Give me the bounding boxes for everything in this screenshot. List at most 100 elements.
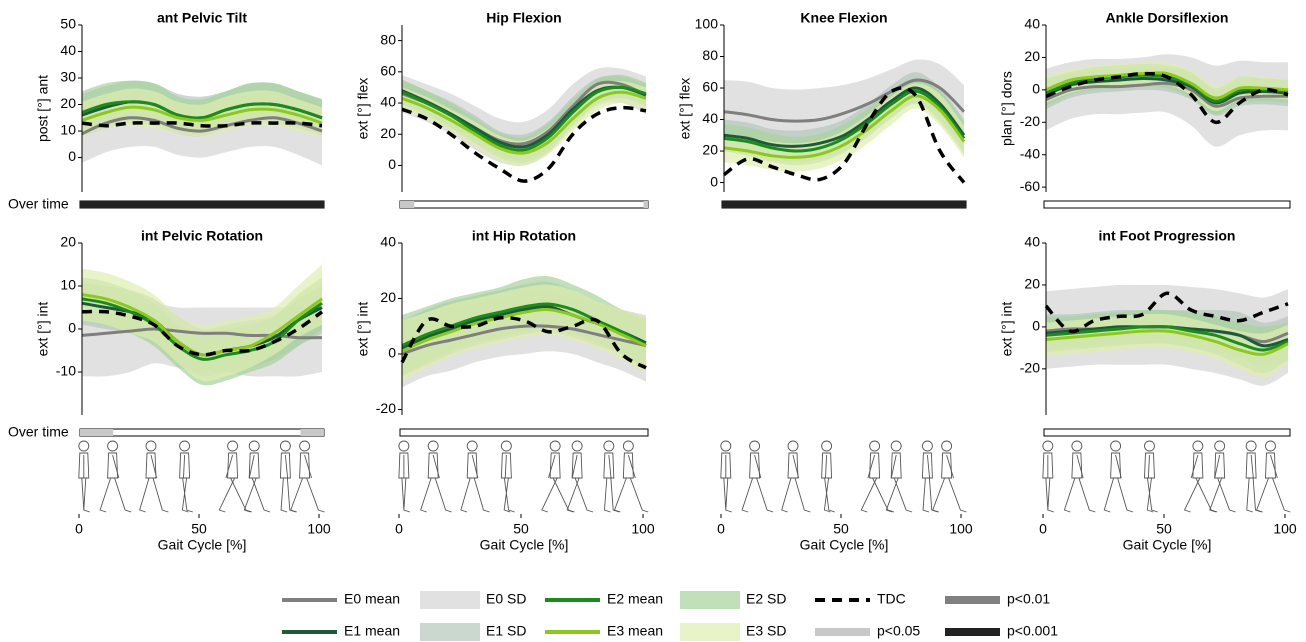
y-tick-label: 20 bbox=[60, 95, 76, 111]
legend: E0 meanE1 meanE2 meanE3 meanTDCE0 SDE1 S… bbox=[282, 591, 1058, 641]
figure-legs bbox=[604, 478, 619, 512]
y-axis-label: ext [°] flex bbox=[677, 78, 693, 140]
legend-label: E2 mean bbox=[607, 591, 663, 607]
y-tick-label: 0 bbox=[68, 320, 76, 336]
walking-figure bbox=[1210, 441, 1236, 512]
figure-head bbox=[1072, 441, 1082, 451]
figure-legs bbox=[1147, 478, 1157, 512]
figure-legs bbox=[182, 478, 192, 512]
legend-swatch bbox=[945, 596, 1000, 604]
legend-swatch bbox=[420, 623, 480, 641]
y-tick-label: 20 bbox=[380, 125, 396, 141]
significance-bar-frame bbox=[400, 201, 648, 208]
walking-figure bbox=[280, 441, 295, 512]
y-tick-label: 0 bbox=[1032, 318, 1040, 334]
y-tick-label: 40 bbox=[380, 94, 396, 110]
x-axis-label: Gait Cycle [%] bbox=[1123, 537, 1212, 553]
legend-label: E1 SD bbox=[486, 623, 526, 639]
x-tick-label: 0 bbox=[1039, 521, 1047, 537]
figure-legs bbox=[542, 478, 575, 512]
y-tick-label: -10 bbox=[56, 363, 76, 379]
walking-figure bbox=[244, 441, 270, 512]
significance-segment bbox=[300, 429, 324, 436]
figure-head bbox=[180, 441, 190, 451]
legend-label: E0 SD bbox=[486, 591, 526, 607]
figure-body bbox=[1072, 453, 1082, 478]
panel: int Hip Rotationext [°] int-2002040 bbox=[355, 228, 648, 436]
figure-head bbox=[1215, 441, 1225, 451]
figure-legs bbox=[82, 478, 90, 512]
y-axis-label: ext [°] int bbox=[999, 302, 1015, 357]
figure-arm bbox=[609, 455, 611, 478]
walking-figure bbox=[219, 441, 252, 512]
y-tick-label: 100 bbox=[695, 16, 719, 32]
figure-arm bbox=[1077, 455, 1083, 478]
y-tick-label: 40 bbox=[1024, 16, 1040, 32]
panel: int Pelvic Rotationext [°] int-1001020Ov… bbox=[8, 228, 324, 440]
figure-legs bbox=[782, 478, 811, 512]
y-axis-label: ext [°] int bbox=[35, 302, 51, 357]
walking-figure bbox=[886, 441, 912, 512]
x-axis-label: Gait Cycle [%] bbox=[480, 537, 569, 553]
significance-segment bbox=[400, 201, 414, 208]
walking-figure bbox=[782, 441, 811, 512]
figure-legs bbox=[1064, 478, 1095, 512]
y-tick-label: -20 bbox=[1020, 360, 1040, 376]
panel: ant Pelvic Tiltpost [°] ant01020304050Ov… bbox=[8, 10, 324, 212]
panel-title: Hip Flexion bbox=[486, 10, 561, 26]
legend-label: p<0.05 bbox=[877, 623, 920, 639]
figure-head bbox=[1111, 441, 1121, 451]
figure-legs bbox=[861, 478, 894, 512]
figure-legs bbox=[615, 478, 649, 512]
y-tick-label: 0 bbox=[388, 156, 396, 172]
legend-label: TDC bbox=[877, 591, 906, 607]
y-tick-label: 80 bbox=[380, 31, 396, 47]
figure-legs bbox=[244, 478, 270, 512]
walking-figure bbox=[567, 441, 593, 512]
figure-arm bbox=[755, 455, 761, 478]
y-axis-label: ext [°] int bbox=[355, 302, 371, 357]
legend-swatch bbox=[945, 628, 1000, 636]
figure-arm bbox=[285, 455, 287, 478]
legend-swatch bbox=[815, 628, 870, 636]
figure-arm bbox=[947, 455, 954, 478]
y-tick-label: 40 bbox=[702, 110, 718, 126]
figure-head bbox=[1193, 441, 1203, 451]
legend-label: p<0.001 bbox=[1007, 623, 1058, 639]
figure-arm bbox=[1270, 455, 1277, 478]
figure-head bbox=[822, 441, 832, 451]
figure-head bbox=[550, 441, 560, 451]
figure-body bbox=[750, 453, 760, 478]
x-axis-label: Gait Cycle [%] bbox=[800, 537, 889, 553]
figure-arm bbox=[825, 455, 826, 478]
y-tick-label: 50 bbox=[60, 16, 76, 32]
figure-legs bbox=[402, 478, 410, 512]
figure-legs bbox=[100, 478, 131, 512]
figure-legs bbox=[1185, 478, 1218, 512]
y-tick-label: -20 bbox=[376, 400, 396, 416]
figure-arm bbox=[927, 455, 929, 478]
figure-head bbox=[1246, 441, 1256, 451]
figure-head bbox=[922, 441, 932, 451]
legend-label: E1 mean bbox=[344, 623, 400, 639]
y-tick-label: -20 bbox=[1020, 113, 1040, 129]
figure-arm bbox=[433, 455, 439, 478]
figure-legs bbox=[504, 478, 514, 512]
walking-figure bbox=[291, 441, 325, 512]
significance-bar-frame bbox=[400, 429, 648, 436]
figure-arm bbox=[226, 455, 233, 478]
y-tick-label: -40 bbox=[1020, 145, 1040, 161]
y-tick-label: 20 bbox=[702, 142, 718, 158]
y-tick-label: 0 bbox=[710, 173, 718, 189]
walking-figure bbox=[721, 441, 732, 512]
walking-figure bbox=[922, 441, 937, 512]
walking-figure bbox=[1064, 441, 1095, 512]
figure-body bbox=[108, 453, 118, 478]
figure-arm bbox=[548, 455, 555, 478]
x-tick-label: 0 bbox=[717, 521, 725, 537]
figure-head bbox=[1043, 441, 1053, 451]
walking-figure bbox=[100, 441, 131, 512]
y-axis-label: post [°] ant bbox=[35, 75, 51, 142]
